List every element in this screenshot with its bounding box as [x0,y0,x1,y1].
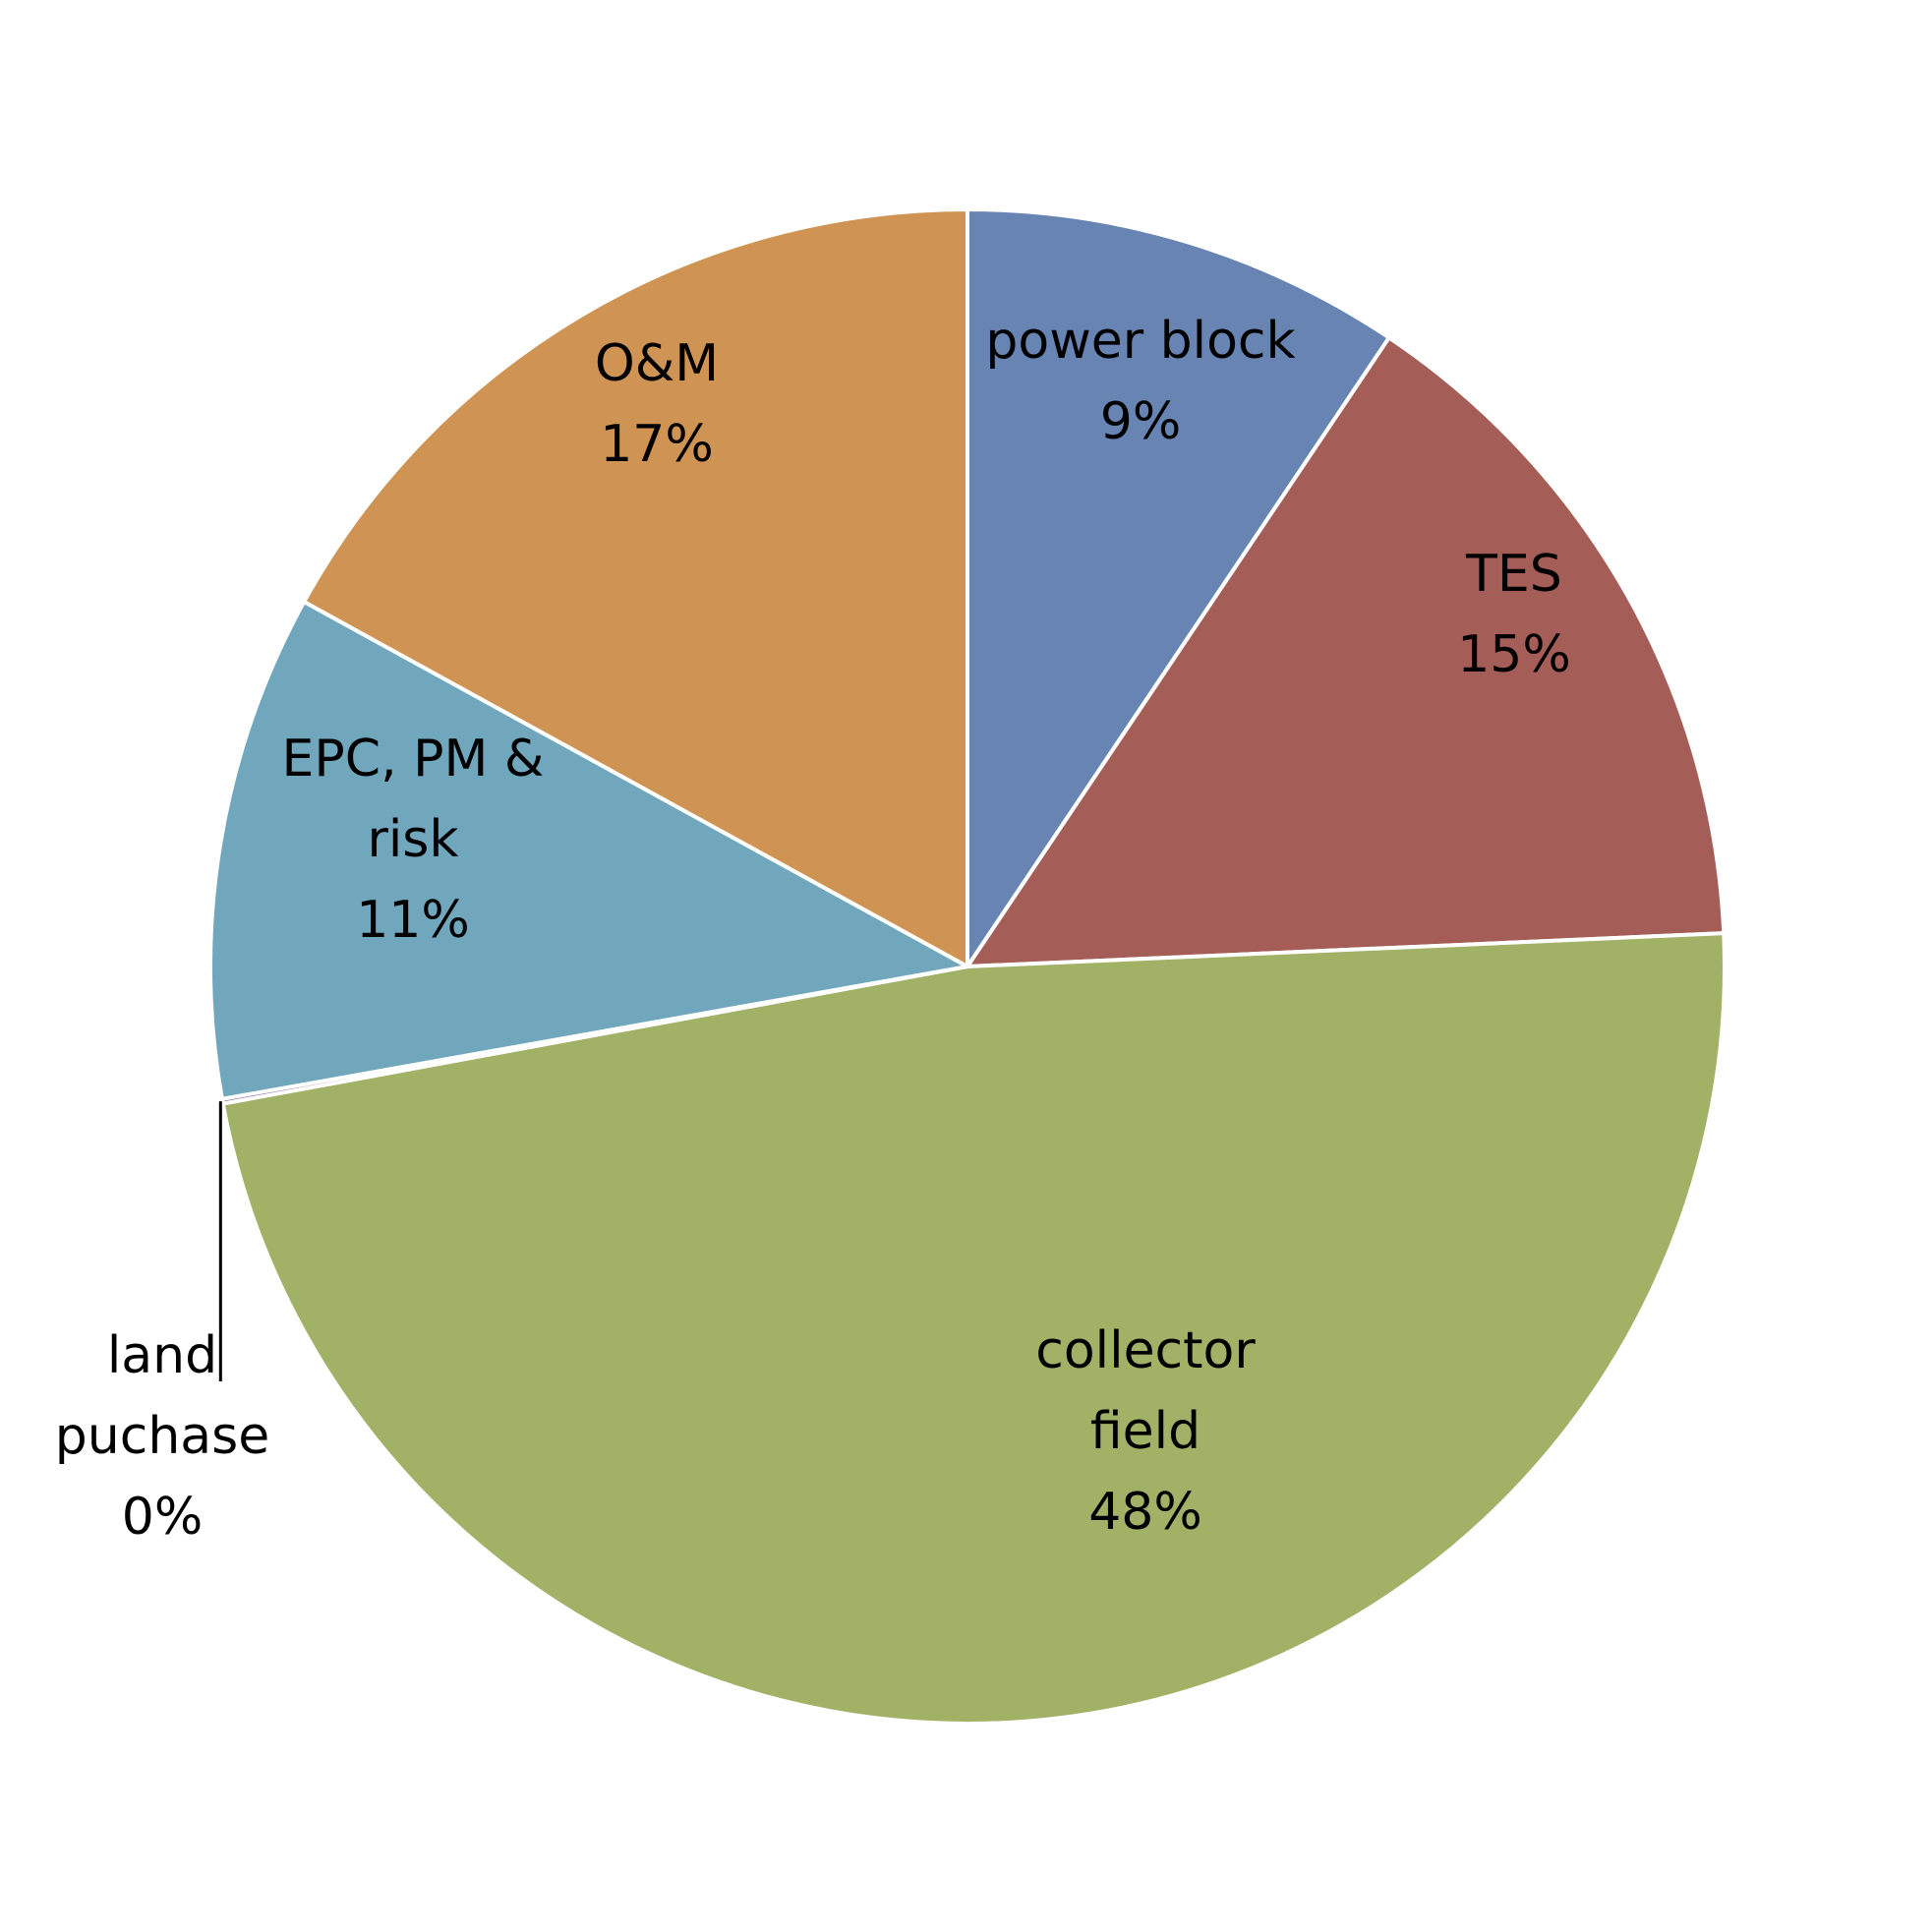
slice-tes [966,335,1727,968]
name-label: land [107,1326,217,1385]
slice-o-m [302,207,969,968]
name-label: EPC, PM & [282,730,545,789]
value-label: 0% [122,1488,204,1547]
label-tes: TES 15% [1457,545,1571,684]
label-collector-field: collector field 48% [1035,1321,1256,1542]
name-label: collector [1035,1321,1256,1380]
name-label: risk [367,810,458,869]
slice-collector-field [220,931,1727,1727]
name-label: TES [1465,545,1562,604]
label-land-puchase: land puchase 0% [55,1326,269,1547]
label-epc-pm-risk: EPC, PM & risk 11% [282,730,545,950]
name-label: O&M [595,334,719,393]
pie-slices [208,207,1727,1727]
slice-labels: power block 9% TES 15% collector field 48% land… [55,312,1571,1547]
slice-epc-pm-risk [208,600,969,1101]
slice-power-block [966,207,1391,968]
value-label: 9% [1100,392,1182,451]
value-label: 11% [356,891,470,950]
name-label: puchase [55,1407,269,1466]
name-label: power block [985,312,1295,371]
label-power-block: power block 9% [985,312,1295,451]
name-label: field [1090,1402,1200,1461]
value-label: 15% [1457,625,1571,684]
value-label: 17% [600,415,714,474]
value-label: 48% [1088,1483,1202,1542]
label-o-m: O&M 17% [595,334,719,474]
